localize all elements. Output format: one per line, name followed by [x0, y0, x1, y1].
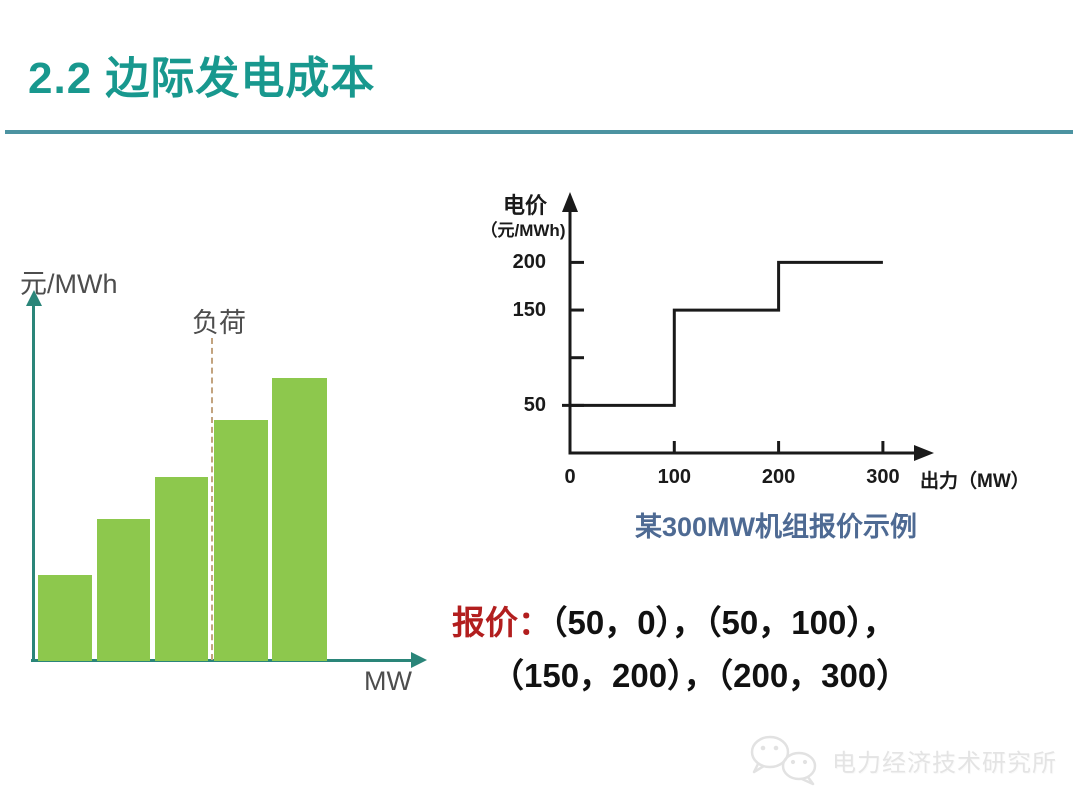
y-tick-label: 50 [523, 394, 546, 417]
load-label: 负荷 [192, 308, 246, 338]
load-dashed-line [211, 338, 213, 660]
step-line [570, 260, 883, 407]
bid-quote-pairs-2: （150，200），（200，300） [491, 657, 910, 694]
bar-3 [155, 477, 208, 661]
bid-quote-pairs-1: （50，0），（50，100）， [551, 604, 896, 641]
bar-chart-x-axis-label: MW [364, 666, 412, 696]
watermark-text: 电力经济技术研究所 [832, 750, 1057, 777]
step-x-axis-label: 出力（MW） [920, 471, 1030, 492]
bar-5 [272, 378, 327, 661]
step-y-arrow-icon [562, 192, 578, 212]
bar-2 [97, 519, 150, 661]
x-tick-label: 200 [761, 466, 796, 488]
step-x-arrow-icon [914, 445, 934, 461]
step-y-axis-unit: （元/MWh) [480, 221, 566, 240]
step-y-axis-title: 电价 [502, 193, 547, 218]
y-tick-label: 150 [512, 299, 546, 322]
wechat-icon [750, 735, 817, 786]
bid-quote-line2: （150，200），（200，300） [491, 649, 909, 697]
bid-quote-line1: 报价：（50，0），（50，100）， [452, 596, 896, 644]
x-axis-arrow-icon [411, 652, 427, 668]
bar-4 [214, 420, 268, 661]
step-chart-caption: 某300MW机组报价示例 [634, 512, 918, 542]
x-tick-label: 0 [564, 466, 576, 488]
x-tick-label: 300 [866, 466, 900, 488]
y-tick-label: 200 [512, 251, 546, 274]
x-tick-label: 100 [657, 466, 691, 488]
title-underline [5, 130, 1073, 134]
bar-1 [38, 575, 92, 661]
y-axis-arrow-icon [26, 290, 42, 306]
watermark: 电力经济技术研究所 [746, 733, 1066, 793]
bar-chart-y-axis [32, 304, 35, 662]
bid-quote-label: 报价： [452, 604, 551, 641]
page-title: 2.2 边际发电成本 [28, 54, 376, 103]
